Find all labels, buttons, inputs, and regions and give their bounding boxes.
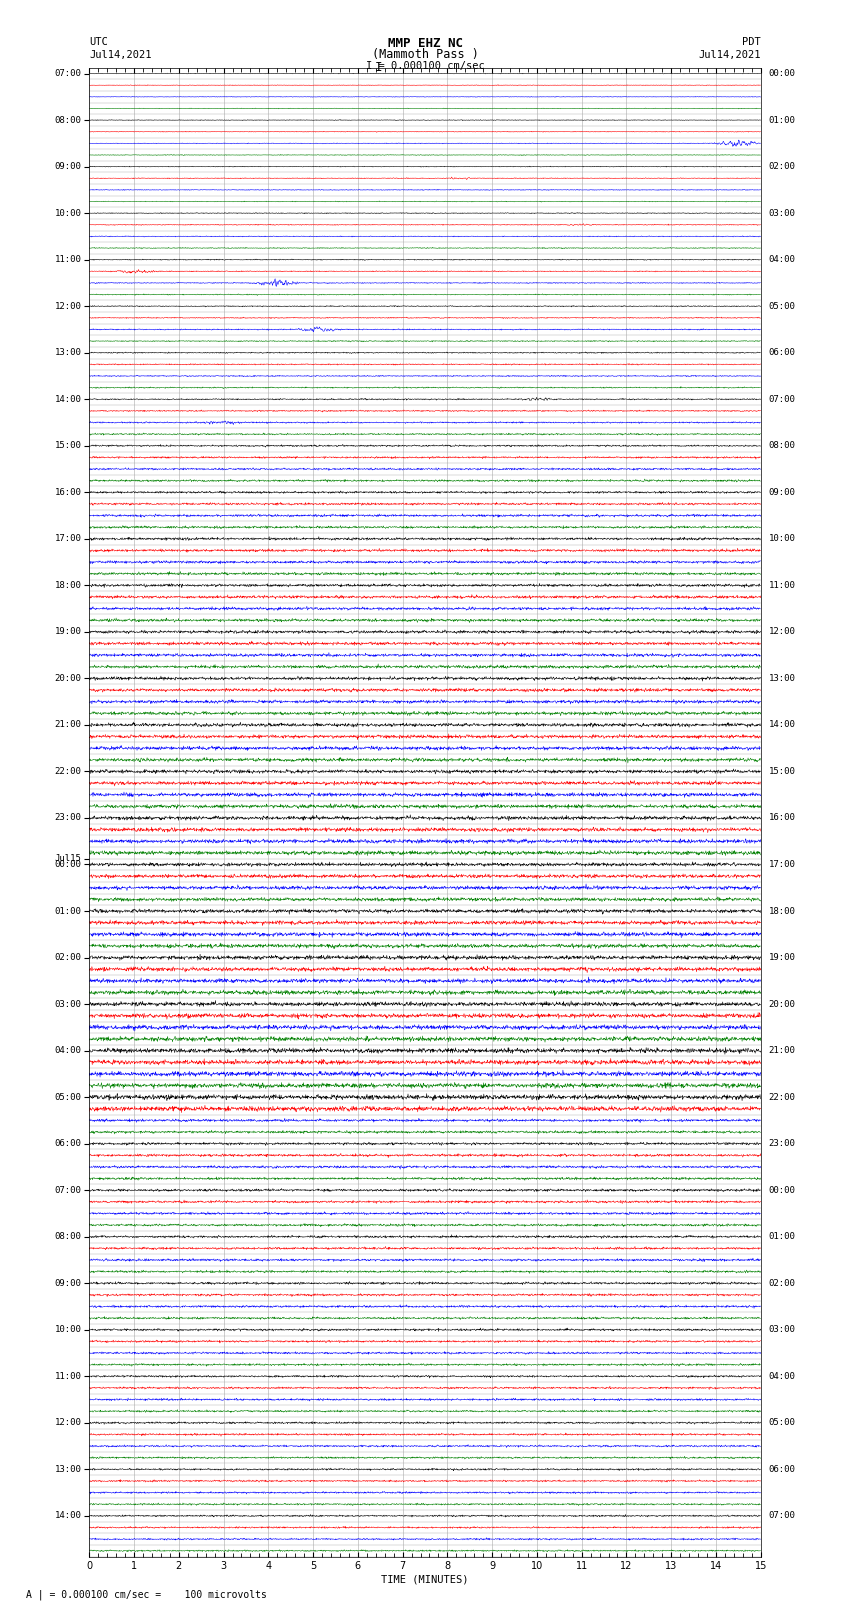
Text: Jul14,2021: Jul14,2021 — [89, 50, 152, 60]
Text: I: I — [375, 61, 382, 74]
Text: UTC: UTC — [89, 37, 108, 47]
X-axis label: TIME (MINUTES): TIME (MINUTES) — [382, 1574, 468, 1584]
Text: A | = 0.000100 cm/sec =    100 microvolts: A | = 0.000100 cm/sec = 100 microvolts — [26, 1589, 266, 1600]
Text: (Mammoth Pass ): (Mammoth Pass ) — [371, 48, 479, 61]
Text: Jul14,2021: Jul14,2021 — [698, 50, 761, 60]
Text: I = 0.000100 cm/sec: I = 0.000100 cm/sec — [366, 61, 484, 71]
Text: PDT: PDT — [742, 37, 761, 47]
Text: MMP EHZ NC: MMP EHZ NC — [388, 37, 462, 50]
